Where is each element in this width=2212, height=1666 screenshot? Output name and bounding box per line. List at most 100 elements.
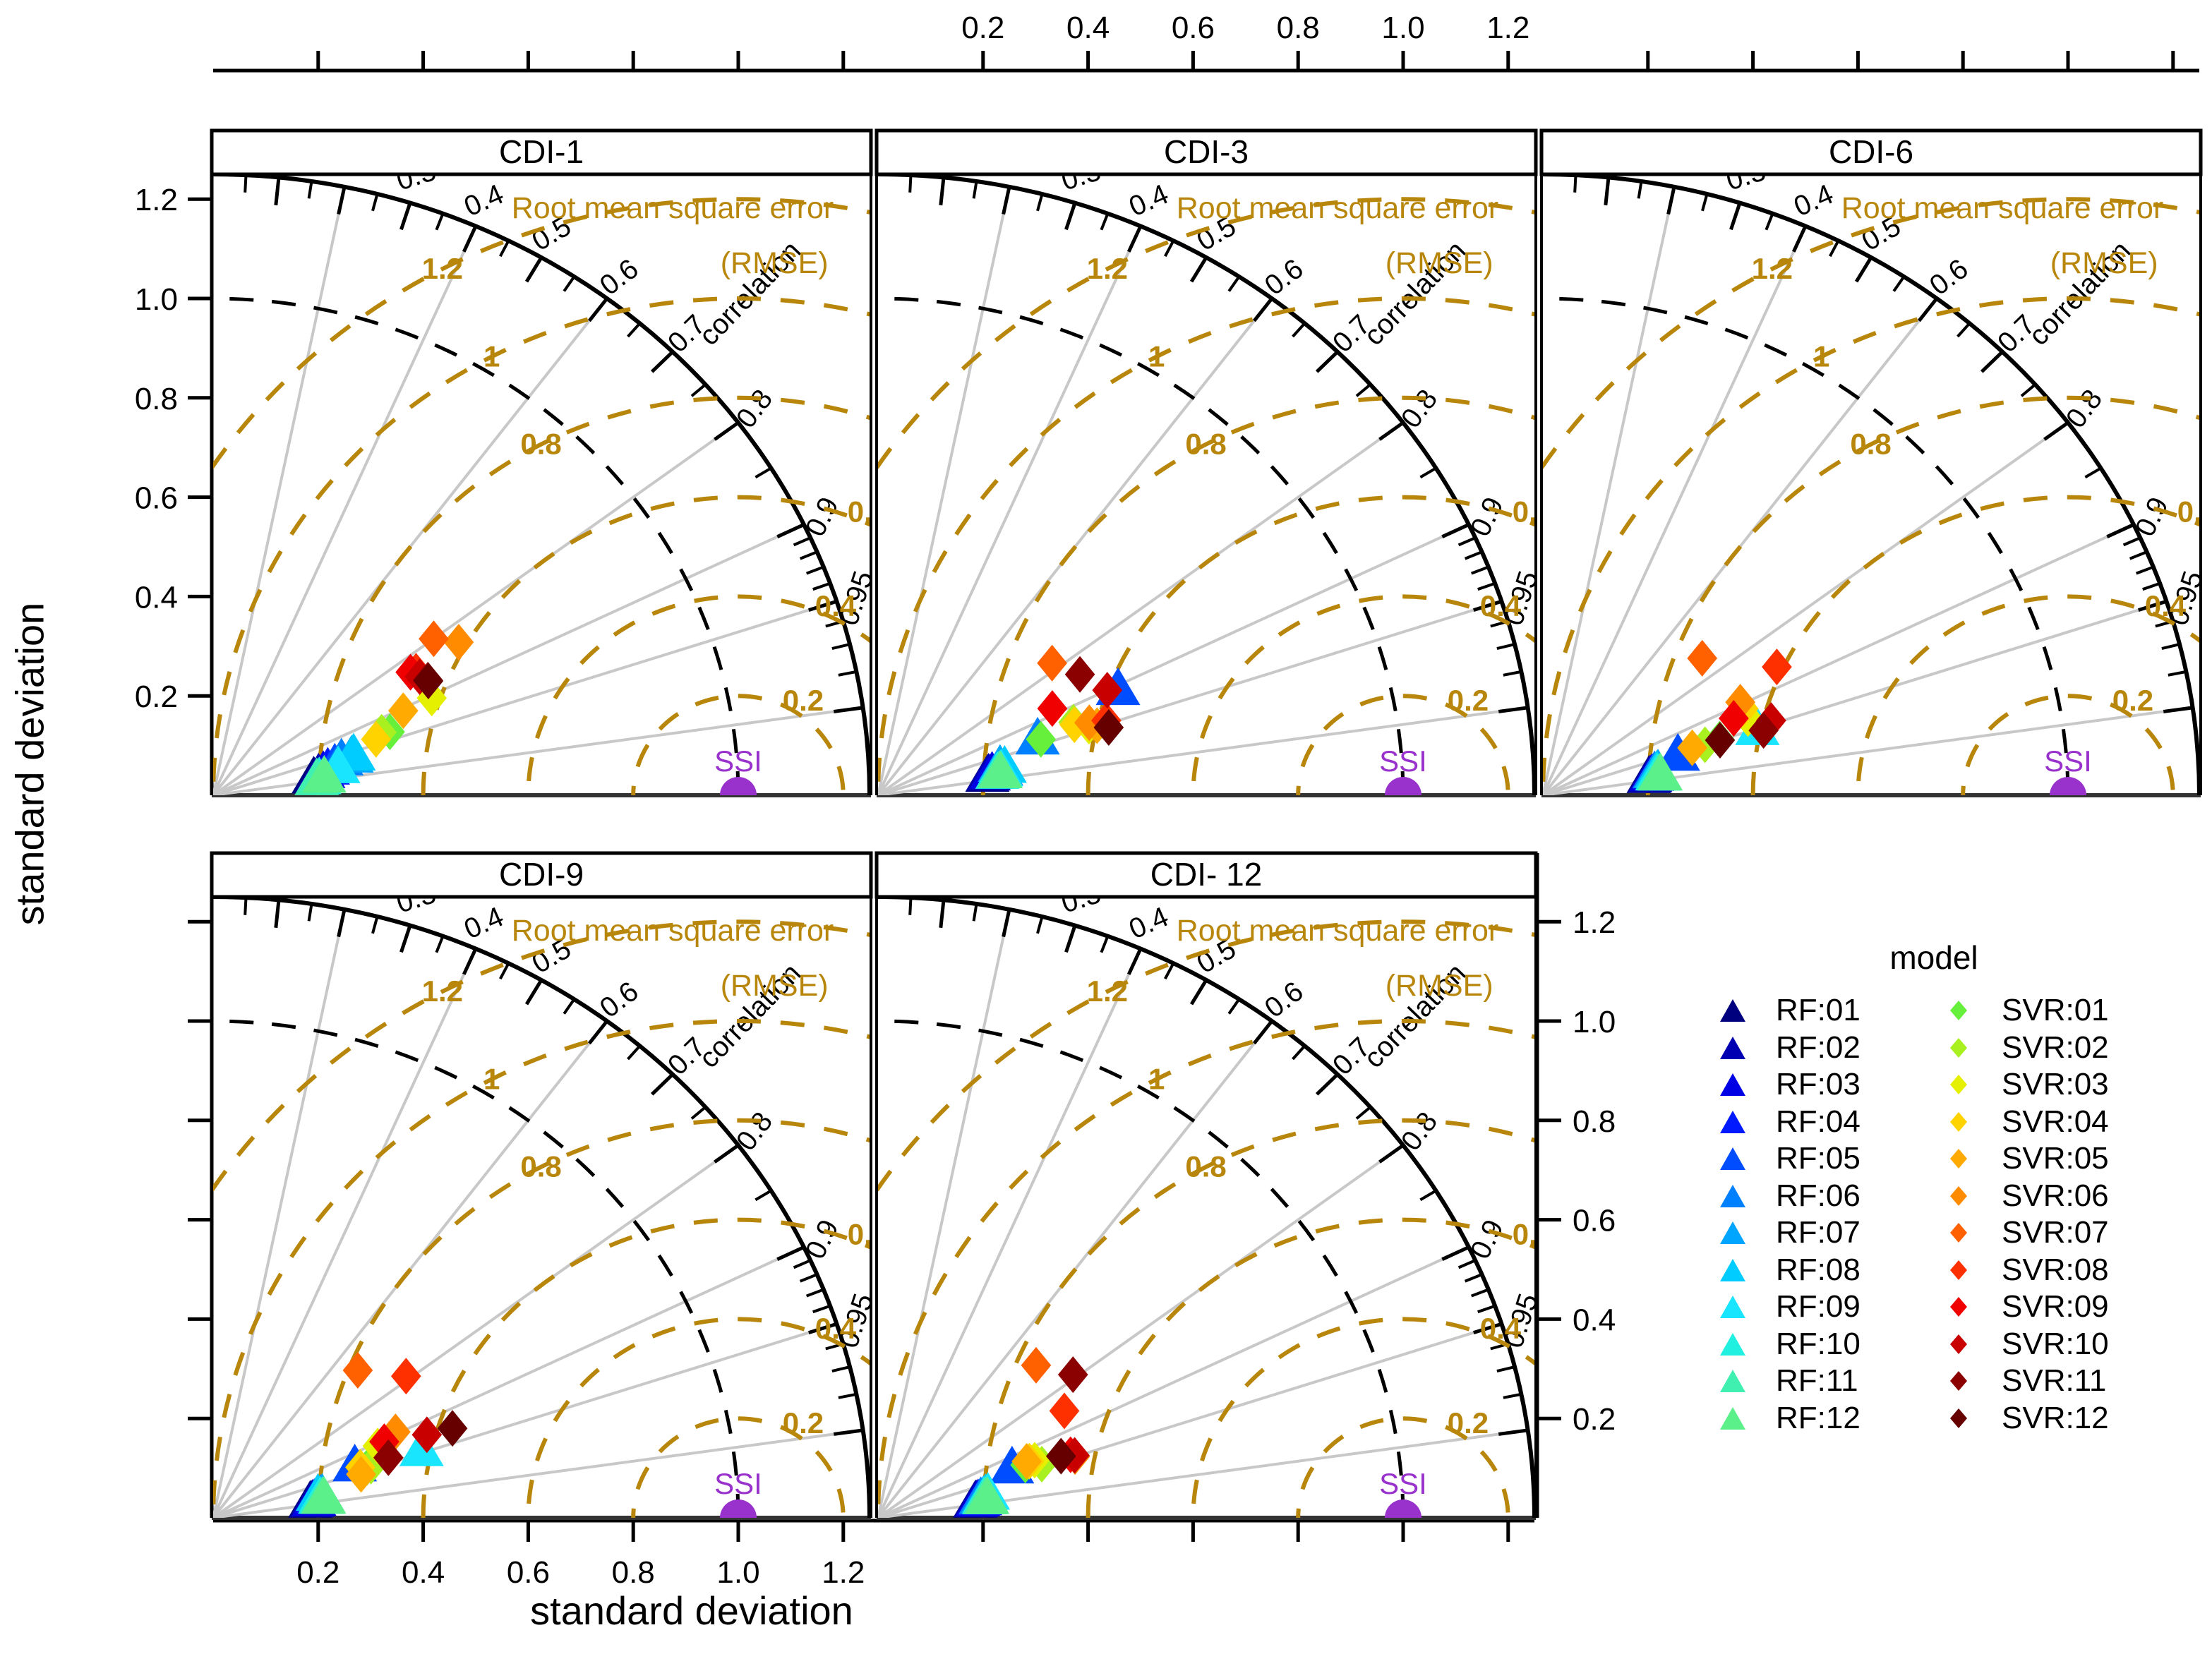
- legend-item[interactable]: RF:09: [1708, 1288, 1934, 1326]
- legend-item-label: RF:02: [1776, 1030, 1861, 1065]
- legend-item[interactable]: RF:04: [1708, 1104, 1934, 1141]
- correlation-minor-tick: [307, 181, 313, 199]
- data-point-diamond: [419, 620, 449, 658]
- data-point-diamond: [1045, 1437, 1076, 1475]
- correlation-grid-line: [213, 1144, 740, 1518]
- legend-item[interactable]: SVR:01: [1934, 992, 2160, 1030]
- correlation-tick-label: 0.4: [1789, 179, 1838, 223]
- legend-item[interactable]: RF:10: [1708, 1326, 1934, 1363]
- legend-item[interactable]: SVR:04: [1934, 1104, 2160, 1141]
- data-point-diamond: [1092, 672, 1123, 709]
- rmse-arc: [631, 1416, 846, 1518]
- legend-item-label: RF:07: [1776, 1215, 1861, 1250]
- correlation-grid-line: [213, 421, 740, 795]
- legend-item[interactable]: SVR:09: [1934, 1288, 2160, 1326]
- diamond-marker-icon: [1934, 1332, 1983, 1357]
- legend-item[interactable]: SVR:05: [1934, 1140, 2160, 1178]
- legend-item-label: RF:10: [1776, 1326, 1861, 1361]
- legend-item[interactable]: RF:03: [1708, 1066, 1934, 1104]
- legend-item[interactable]: SVR:02: [1934, 1030, 2160, 1067]
- rmse-arc: [1191, 1317, 1534, 1518]
- diamond-marker-icon: [1934, 998, 1983, 1023]
- correlation-minor-tick: [1496, 1365, 1515, 1373]
- correlation-minor-tick: [1419, 1189, 1437, 1202]
- triangle-marker-icon: [1708, 1368, 1757, 1394]
- rmse-arc-label: 0.6: [1513, 1217, 1553, 1250]
- data-point-triangle: [965, 1476, 1010, 1514]
- outer-arc: [213, 897, 870, 1518]
- correlation-minor-tick: [1457, 536, 1477, 547]
- correlation-minor-tick: [1701, 193, 1709, 212]
- data-point-diamond: [437, 1410, 468, 1447]
- legend-item[interactable]: RF:11: [1708, 1363, 1934, 1400]
- rmse-arc-label: 1: [1148, 1062, 1165, 1095]
- legend-item[interactable]: SVR:12: [1934, 1400, 2160, 1437]
- legend-item-label: SVR:09: [2002, 1289, 2109, 1324]
- correlation-minor-tick: [2122, 536, 2141, 547]
- legend-item[interactable]: SVR:07: [1934, 1214, 2160, 1252]
- legend-item[interactable]: RF:05: [1708, 1140, 1934, 1178]
- legend-item[interactable]: RF:12: [1708, 1400, 1934, 1437]
- legend-item-label: SVR:04: [2002, 1104, 2109, 1139]
- correlation-minor-tick: [627, 322, 641, 338]
- correlation-minor-tick: [805, 1288, 824, 1298]
- legend-item[interactable]: SVR:10: [1934, 1326, 2160, 1363]
- legend-item[interactable]: RF:07: [1708, 1214, 1934, 1252]
- correlation-grid-line: [878, 1245, 1469, 1518]
- diamond-marker-icon: [1934, 1035, 1983, 1061]
- correlation-grid-line: [878, 948, 1142, 1518]
- top-axis-tick-label: 0.4: [1066, 11, 1110, 45]
- right-axis-tick-label: 0.6: [1573, 1204, 1616, 1238]
- rmse-arc-label: 0.2: [783, 684, 824, 717]
- rmse-arc-label: 0.2: [1448, 684, 1489, 717]
- data-point-diamond: [380, 1413, 411, 1451]
- correlation-minor-tick: [690, 1106, 707, 1120]
- rmse-arc: [213, 1019, 870, 1518]
- bottom-axis-tick-label: 0.8: [612, 1555, 655, 1590]
- right-axis-tick-label: 0.2: [1573, 1402, 1616, 1437]
- legend-item[interactable]: SVR:06: [1934, 1178, 2160, 1215]
- rmse-arc-label: 0.2: [1448, 1406, 1489, 1439]
- data-point-diamond: [1057, 1356, 1088, 1394]
- rmse-arc-label: 0.6: [1513, 495, 1553, 528]
- rmse-arc: [1750, 495, 2199, 795]
- legend-item[interactable]: RF:01: [1708, 992, 1934, 1030]
- rmse-arc-label: 0.8: [520, 1150, 561, 1183]
- correlation-tick-label: 0.4: [1124, 901, 1173, 946]
- triangle-marker-icon: [1708, 1406, 1757, 1431]
- correlation-minor-tick: [831, 643, 850, 651]
- correlation-major-tick: [1791, 225, 1808, 253]
- legend-item[interactable]: RF:02: [1708, 1030, 1934, 1067]
- correlation-major-tick: [337, 909, 347, 938]
- legend-item[interactable]: RF:08: [1708, 1252, 1934, 1289]
- rmse-arc: [980, 395, 1534, 795]
- reference-sd-arc: [1543, 296, 2070, 795]
- correlation-major-tick: [399, 924, 412, 953]
- legend-item[interactable]: SVR:08: [1934, 1252, 2160, 1289]
- data-point-diamond: [1064, 656, 1095, 693]
- correlation-grid-line: [878, 225, 1142, 795]
- legend-item[interactable]: SVR:03: [1934, 1066, 2160, 1104]
- correlation-minor-tick: [371, 916, 379, 934]
- panel-title: CDI- 12: [1150, 856, 1262, 893]
- reference-point-marker: [720, 1499, 757, 1518]
- correlation-major-tick: [714, 421, 740, 441]
- diamond-marker-icon: [1934, 1368, 1983, 1394]
- right-axis-tick-label: 1.0: [1573, 1005, 1616, 1039]
- diamond-marker-icon: [1934, 1146, 1983, 1171]
- correlation-tick-label: 0.4: [459, 179, 508, 223]
- correlation-minor-tick: [831, 1365, 850, 1373]
- legend-item[interactable]: RF:06: [1708, 1178, 1934, 1215]
- diamond-marker-icon: [1934, 1220, 1983, 1245]
- correlation-minor-tick: [1496, 643, 1515, 651]
- left-axis-tick-label: 0.8: [135, 382, 178, 416]
- triangle-marker-icon: [1708, 1072, 1757, 1097]
- rmse-header-line2: (RMSE): [721, 246, 829, 280]
- data-point-diamond: [1762, 648, 1792, 686]
- reference-point-label: SSI: [2044, 744, 2092, 778]
- rmse-arc: [213, 296, 870, 795]
- rmse-arc: [878, 1019, 1534, 1518]
- legend-item[interactable]: SVR:11: [1934, 1363, 2160, 1400]
- correlation-minor-tick: [2161, 643, 2180, 651]
- correlation-major-tick: [399, 202, 412, 231]
